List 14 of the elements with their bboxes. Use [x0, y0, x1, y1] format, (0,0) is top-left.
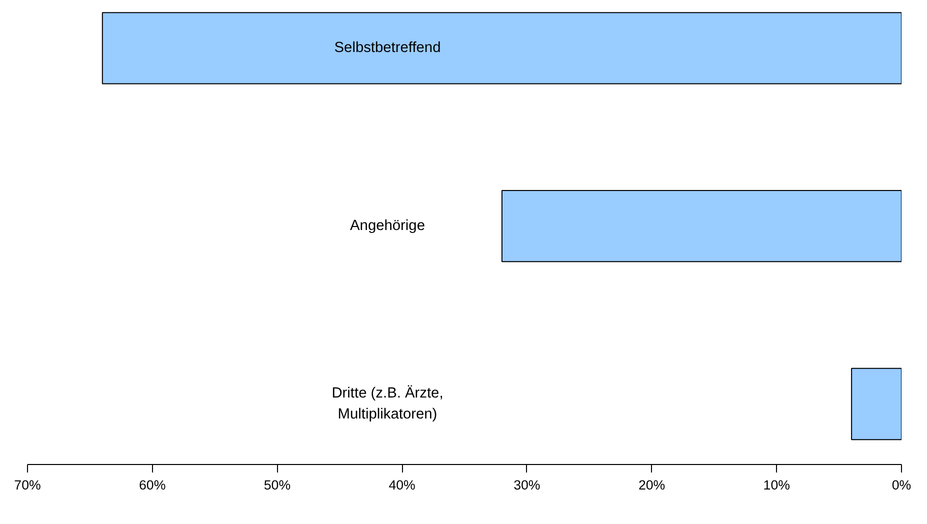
- x-tick-label: 30%: [514, 478, 540, 492]
- x-tick-label: 70%: [14, 478, 41, 492]
- y-tick-label: Angehörige: [350, 218, 425, 234]
- x-tick-label: 0%: [892, 478, 912, 492]
- x-tick-label: 60%: [139, 478, 166, 492]
- x-tick-label: 40%: [388, 478, 416, 492]
- y-tick-label: Selbstbetreffend: [334, 40, 441, 56]
- bar: [501, 190, 902, 262]
- x-tick-label: 20%: [638, 478, 666, 492]
- x-tick-label: 10%: [763, 478, 790, 492]
- y-tick-label: Dritte (z.B. Ärzte, Multiplikatoren): [332, 384, 444, 422]
- bar: [102, 12, 902, 84]
- bar: [851, 368, 902, 440]
- x-tick-label: 50%: [264, 478, 291, 492]
